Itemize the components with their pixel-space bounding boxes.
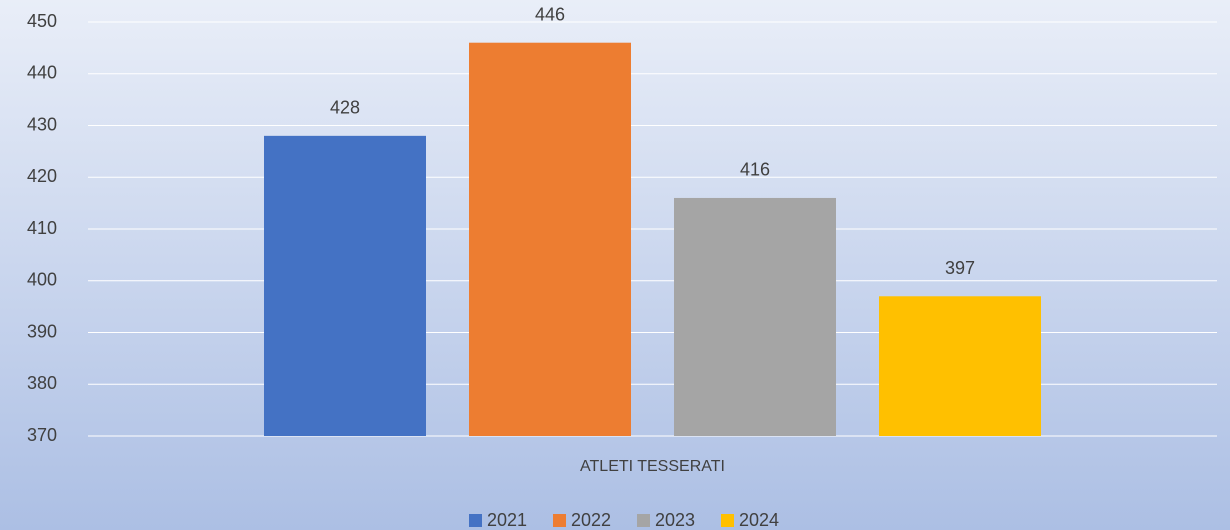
value-label: 416 bbox=[740, 160, 770, 180]
value-label: 446 bbox=[535, 4, 565, 24]
y-tick-label: 400 bbox=[27, 270, 57, 290]
value-label: 428 bbox=[330, 98, 360, 118]
legend-label: 2022 bbox=[571, 510, 611, 530]
legend-swatch bbox=[469, 514, 482, 527]
y-tick-label: 390 bbox=[27, 321, 57, 341]
y-tick-label: 420 bbox=[27, 166, 57, 186]
legend-label: 2021 bbox=[487, 510, 527, 530]
bar bbox=[264, 135, 426, 436]
y-tick-label: 450 bbox=[27, 11, 57, 31]
y-tick-label: 410 bbox=[27, 218, 57, 238]
y-tick-label: 370 bbox=[27, 425, 57, 445]
y-tick-label: 380 bbox=[27, 373, 57, 393]
bar bbox=[674, 197, 836, 436]
legend-label: 2023 bbox=[655, 510, 695, 530]
y-tick-label: 430 bbox=[27, 114, 57, 134]
bar bbox=[879, 296, 1041, 436]
legend-swatch bbox=[553, 514, 566, 527]
legend-label: 2024 bbox=[739, 510, 779, 530]
x-tick-label: ATLETI TESSERATI bbox=[580, 458, 725, 475]
legend-swatch bbox=[721, 514, 734, 527]
value-label: 397 bbox=[945, 258, 975, 278]
bar bbox=[469, 42, 631, 436]
legend-swatch bbox=[637, 514, 650, 527]
y-tick-label: 440 bbox=[27, 63, 57, 83]
